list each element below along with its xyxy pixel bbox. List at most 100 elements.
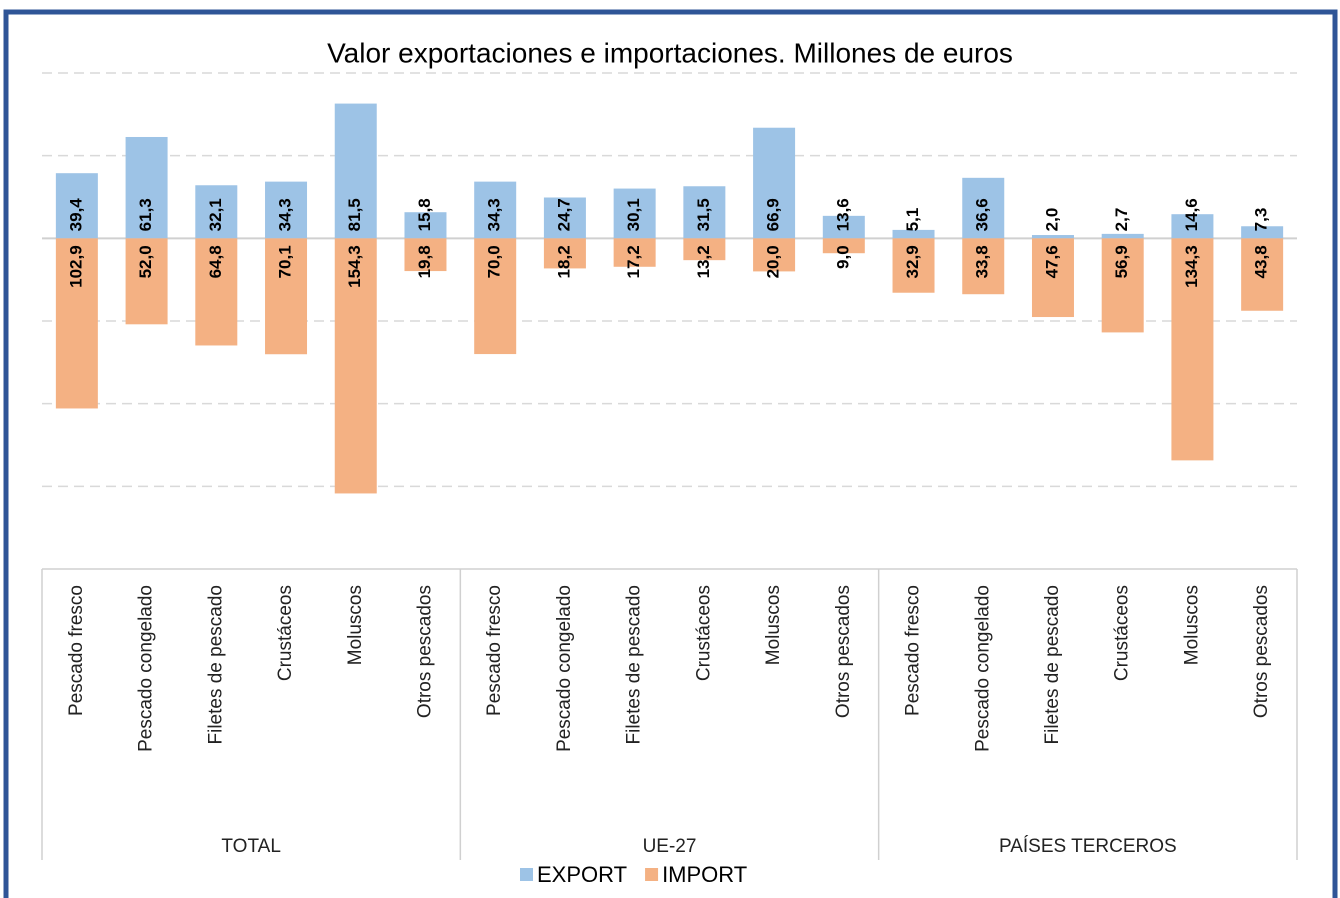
bar — [195, 238, 238, 346]
data-label: 43,8 — [1252, 245, 1271, 278]
x-tick-label: Pescado congelado — [972, 585, 993, 752]
data-label: 15,8 — [415, 198, 434, 231]
bar — [1101, 238, 1144, 333]
bar — [1101, 233, 1144, 239]
data-label: 13,6 — [833, 198, 852, 231]
bar — [1241, 238, 1284, 311]
data-label: 17,2 — [624, 245, 643, 278]
data-label: 33,8 — [973, 245, 992, 278]
data-label: 39,4 — [66, 198, 85, 232]
bar — [1031, 238, 1074, 318]
x-tick-label: Otros pescados — [833, 585, 854, 718]
data-label: 134,3 — [1182, 245, 1201, 288]
bar — [683, 238, 726, 261]
data-label: 18,2 — [554, 245, 573, 278]
data-label: 36,6 — [973, 198, 992, 231]
bar — [1241, 226, 1284, 239]
bar — [265, 181, 308, 239]
data-label: 19,8 — [415, 245, 434, 278]
data-label: 2,0 — [1042, 208, 1061, 232]
x-tick-label: Crustáceos — [275, 585, 296, 681]
data-label: 31,5 — [694, 198, 713, 231]
data-label: 30,1 — [624, 198, 643, 231]
bar — [753, 127, 796, 239]
x-tick-label: Pescado fresco — [484, 585, 505, 716]
legend-swatch — [520, 868, 533, 881]
bar — [125, 136, 168, 239]
data-label: 34,3 — [485, 198, 504, 231]
x-tick-label: Crustáceos — [1112, 585, 1133, 681]
data-label: 66,9 — [764, 198, 783, 231]
data-label: 47,6 — [1042, 245, 1061, 278]
data-label: 70,1 — [276, 245, 295, 278]
x-tick-label: Crustáceos — [693, 585, 714, 681]
x-tick-label: Moluscos — [345, 585, 366, 665]
bar — [753, 238, 796, 272]
bar — [822, 215, 865, 239]
data-label: 70,0 — [485, 245, 504, 278]
group-label: UE-27 — [643, 836, 697, 857]
data-label: 9,0 — [833, 245, 852, 269]
bar — [404, 238, 447, 272]
data-label: 24,7 — [554, 198, 573, 231]
data-label: 20,0 — [764, 245, 783, 278]
x-tick-label: Pescado congelado — [554, 585, 575, 752]
bar — [474, 181, 517, 239]
x-tick-label: Filetes de pescado — [1042, 585, 1063, 745]
bar — [822, 238, 865, 254]
data-label: 154,3 — [345, 245, 364, 288]
data-label: 7,3 — [1252, 208, 1271, 232]
bar — [613, 188, 656, 239]
chart-title: Valor exportaciones e importaciones. Mil… — [327, 37, 1013, 68]
bar — [683, 186, 726, 239]
x-tick-label: Otros pescados — [414, 585, 435, 718]
bar — [962, 177, 1005, 239]
data-label: 32,1 — [206, 198, 225, 231]
data-label: 102,9 — [66, 245, 85, 288]
bar — [613, 238, 656, 267]
data-label: 32,9 — [903, 245, 922, 278]
bar — [1171, 238, 1214, 461]
bar — [55, 173, 98, 239]
bar — [474, 238, 517, 355]
frame — [3, 9, 1338, 898]
data-label: 56,9 — [1112, 245, 1131, 278]
bar — [404, 212, 447, 239]
x-tick-label: Pescado fresco — [66, 585, 87, 716]
bar — [892, 238, 935, 293]
x-tick-label: Pescado fresco — [903, 585, 924, 716]
data-label: 5,1 — [903, 208, 922, 232]
data-label: 34,3 — [276, 198, 295, 231]
legend-label: IMPORT — [662, 862, 747, 887]
bar — [125, 238, 168, 325]
bar — [334, 103, 377, 239]
data-label: 2,7 — [1112, 208, 1131, 232]
bar — [55, 238, 98, 409]
data-label: 81,5 — [345, 198, 364, 231]
x-tick-label: Otros pescados — [1251, 585, 1272, 718]
data-label: 13,2 — [694, 245, 713, 278]
bar — [1031, 235, 1074, 239]
x-tick-label: Filetes de pescado — [624, 585, 645, 745]
data-label: 14,6 — [1182, 198, 1201, 231]
group-label: TOTAL — [221, 836, 280, 857]
bar — [892, 229, 935, 239]
bar — [1171, 214, 1214, 239]
x-tick-label: Pescado congelado — [136, 585, 157, 752]
legend-swatch — [645, 868, 659, 881]
x-tick-label: Filetes de pescado — [205, 585, 226, 745]
bar — [962, 238, 1005, 295]
data-label: 61,3 — [136, 198, 155, 231]
bar — [543, 238, 586, 269]
x-tick-label: Moluscos — [763, 585, 784, 665]
bar — [195, 185, 238, 239]
group-label: PAÍSES TERCEROS — [999, 836, 1177, 857]
bar — [334, 238, 377, 494]
bar — [265, 238, 308, 355]
data-label: 64,8 — [206, 245, 225, 278]
bar — [543, 197, 586, 239]
data-label: 52,0 — [136, 245, 155, 278]
legend-label: EXPORT — [537, 862, 627, 887]
x-tick-label: Moluscos — [1181, 585, 1202, 665]
